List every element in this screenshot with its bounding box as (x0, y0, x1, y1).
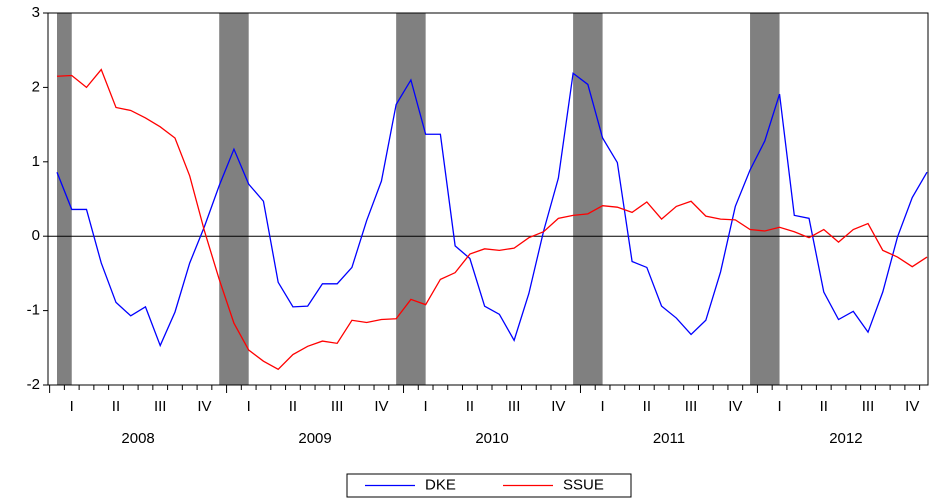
x-tick-label: III (331, 398, 344, 415)
legend: DKE SSUE (346, 473, 632, 498)
line-series (56, 72, 928, 348)
x-tick-label: III (685, 398, 698, 415)
x-tick-label: IV (374, 398, 388, 415)
plot-frame (47, 12, 929, 386)
y-tick-label: 0 (32, 227, 40, 244)
y-tick-label: -2 (27, 376, 40, 393)
x-tick-label: II (820, 398, 828, 415)
x-tick-label: I (601, 398, 605, 415)
legend-label: DKE (425, 476, 456, 493)
line-series (56, 68, 928, 371)
x-tick-label: II (466, 398, 474, 415)
legend-box (346, 473, 632, 498)
shaded-period (57, 13, 72, 385)
y-tick-label: 2 (32, 78, 40, 95)
shaded-period (219, 13, 249, 385)
x-tick-label: III (862, 398, 875, 415)
shaded-period (573, 13, 603, 385)
year-label: 2008 (121, 430, 154, 447)
shaded-period (750, 13, 780, 385)
y-tick-label: 3 (32, 4, 40, 21)
x-tick-label: II (112, 398, 120, 415)
x-tick-label: IV (905, 398, 919, 415)
x-tick-label: IV (551, 398, 565, 415)
x-tick-label: IV (197, 398, 211, 415)
x-tick-label: IV (728, 398, 742, 415)
year-label: 2012 (829, 430, 862, 447)
y-tick-label: 1 (32, 153, 40, 170)
shaded-period (396, 13, 426, 385)
x-tick-label: I (247, 398, 251, 415)
legend-label: SSUE (563, 476, 604, 493)
year-label: 2010 (475, 430, 508, 447)
x-tick-label: I (777, 398, 781, 415)
x-tick-label: I (70, 398, 74, 415)
year-label: 2009 (298, 430, 331, 447)
x-tick-label: II (289, 398, 297, 415)
x-tick-label: II (643, 398, 651, 415)
year-label: 2011 (653, 430, 685, 447)
x-tick-label: III (154, 398, 167, 415)
y-tick-label: -1 (27, 302, 40, 319)
x-tick-label: I (424, 398, 428, 415)
x-tick-label: III (508, 398, 521, 415)
